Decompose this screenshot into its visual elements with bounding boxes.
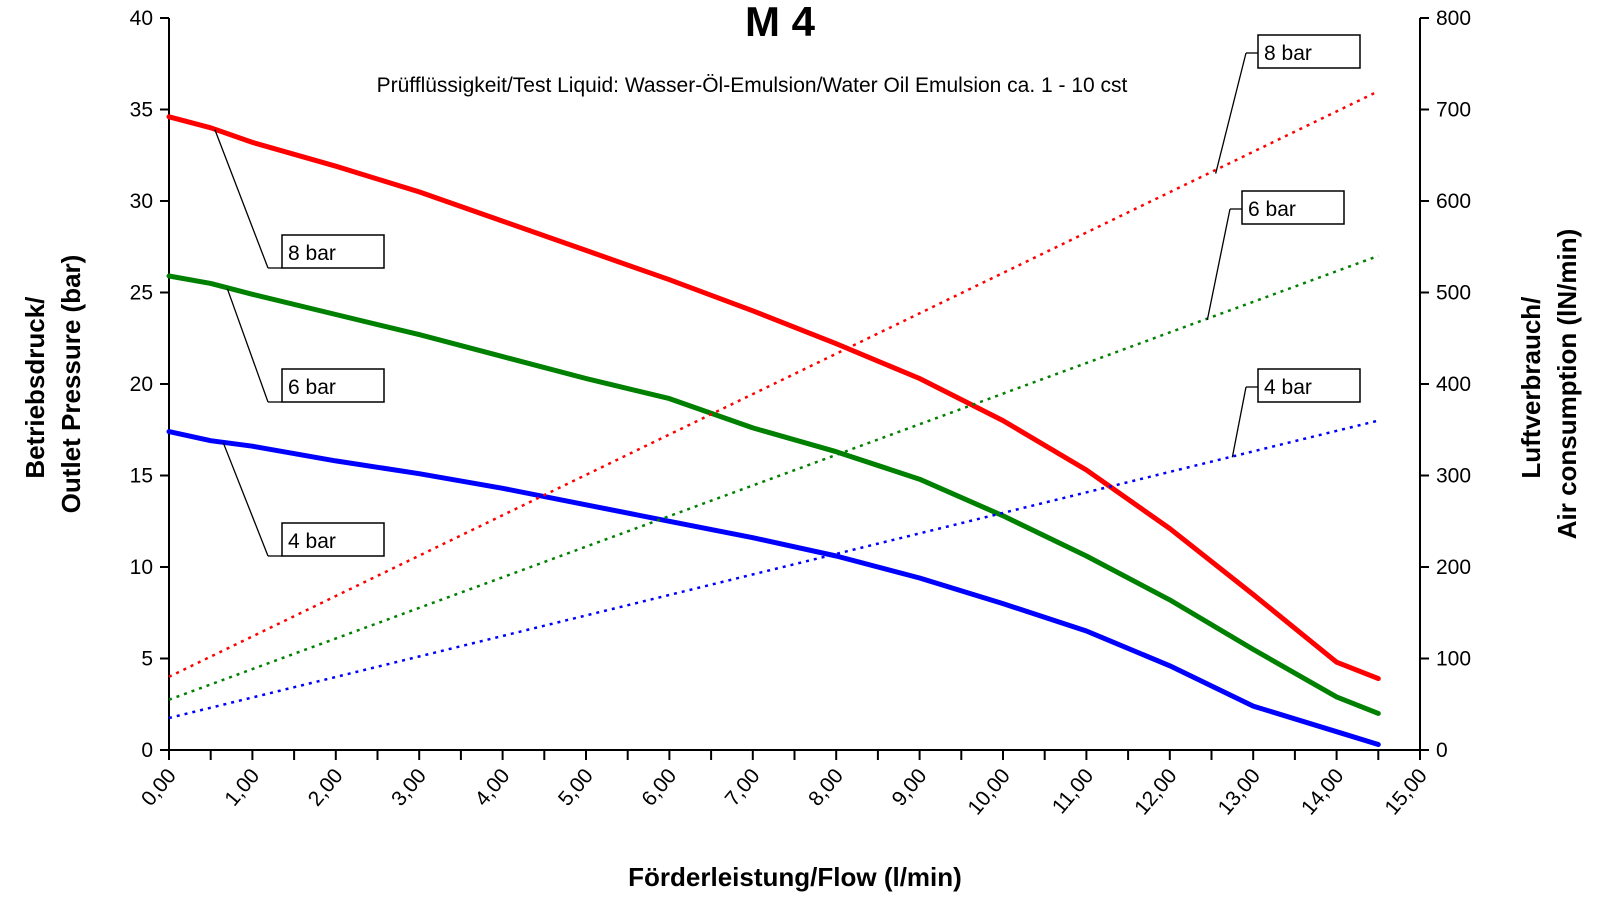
callout-box bbox=[1257, 34, 1361, 69]
callout-leader bbox=[1206, 208, 1231, 321]
air-consumption-line-6-bar bbox=[168, 254, 1379, 701]
y-tick-label-right: 500 bbox=[1436, 282, 1471, 305]
callout-label: 8 bar bbox=[288, 242, 336, 265]
y-tick-label-left: 30 bbox=[130, 190, 153, 213]
callout-box bbox=[281, 522, 385, 557]
y-tick-label-left: 20 bbox=[130, 373, 153, 396]
x-tick-label: 8,00 bbox=[804, 764, 848, 810]
y-tick-label-left: 0 bbox=[141, 739, 153, 762]
y-tick-label-right: 300 bbox=[1436, 465, 1471, 488]
y-tick-label-right: 400 bbox=[1436, 373, 1471, 396]
x-tick-label: 1,00 bbox=[220, 764, 264, 810]
x-tick-label: 3,00 bbox=[387, 764, 431, 810]
y-axis-label-left: Betriebsdruck/ Outlet Pressure (bar) bbox=[20, 255, 86, 514]
x-tick-label: 0,00 bbox=[137, 764, 181, 810]
callout-leader bbox=[226, 288, 269, 403]
outlet-pressure-line-8-bar bbox=[166, 114, 1381, 682]
x-axis-label: Förderleistung/Flow (l/min) bbox=[628, 862, 962, 892]
callout-box bbox=[281, 234, 385, 269]
callout-box bbox=[281, 368, 385, 403]
callout-label: 6 bar bbox=[1248, 198, 1296, 221]
y-tick-label-left: 10 bbox=[130, 556, 153, 579]
axes: 0510152025303540010020030040050060070080… bbox=[130, 7, 1471, 819]
callout-leader bbox=[222, 442, 269, 557]
x-tick-label: 12,00 bbox=[1130, 764, 1181, 819]
chart-title: M 4 bbox=[745, 0, 816, 45]
y-tick-label-right: 200 bbox=[1436, 556, 1471, 579]
callout-label: 6 bar bbox=[288, 376, 336, 399]
callouts-layer: 8 bar 6 bar 4 bar 8 bar 6 bar 4 bar bbox=[214, 34, 1361, 557]
x-tick-label: 5,00 bbox=[554, 764, 598, 810]
x-tick-label: 15,00 bbox=[1380, 764, 1431, 819]
callout-label: 4 bar bbox=[1264, 376, 1312, 399]
y-tick-label-left: 40 bbox=[130, 7, 153, 30]
callout-box bbox=[1257, 368, 1361, 403]
x-tick-label: 13,00 bbox=[1214, 764, 1265, 819]
x-tick-label: 7,00 bbox=[721, 764, 765, 810]
outlet-pressure-line-6-bar bbox=[166, 273, 1381, 716]
x-tick-label: 11,00 bbox=[1048, 764, 1098, 818]
x-tick-label: 14,00 bbox=[1297, 764, 1348, 819]
callout-leader bbox=[1215, 52, 1247, 174]
y-axis-label-right-line1: Luftverbrauch/ bbox=[1516, 297, 1546, 479]
y-tick-label-right: 600 bbox=[1436, 190, 1471, 213]
callout-leader bbox=[214, 129, 269, 269]
chart-subtitle: Prüfflüssigkeit/Test Liquid: Wasser-Öl-E… bbox=[377, 74, 1128, 97]
y-tick-label-left: 15 bbox=[130, 465, 153, 488]
x-tick-label: 2,00 bbox=[304, 764, 348, 810]
y-axis-label-left-line2: Outlet Pressure (bar) bbox=[56, 255, 86, 514]
callout-leader bbox=[1231, 386, 1247, 458]
series-layer bbox=[166, 90, 1381, 747]
callout-label: 4 bar bbox=[288, 530, 336, 553]
y-tick-label-right: 800 bbox=[1436, 7, 1471, 30]
y-tick-label-right: 700 bbox=[1436, 99, 1471, 122]
y-tick-label-left: 35 bbox=[130, 99, 153, 122]
outlet-pressure-line-4-bar bbox=[166, 429, 1381, 747]
y-tick-label-right: 0 bbox=[1436, 739, 1448, 762]
y-tick-label-left: 25 bbox=[130, 282, 153, 305]
x-tick-label: 10,00 bbox=[963, 764, 1014, 819]
y-axis-label-left-line1: Betriebsdruck/ bbox=[20, 297, 50, 479]
x-tick-label: 4,00 bbox=[471, 764, 515, 810]
callout-box bbox=[1241, 190, 1345, 225]
callout-label: 8 bar bbox=[1264, 42, 1312, 65]
y-axis-label-right-line2: Air consumption (lN/min) bbox=[1552, 229, 1582, 540]
x-tick-label: 9,00 bbox=[888, 764, 932, 810]
y-tick-label-right: 100 bbox=[1436, 648, 1471, 671]
y-tick-label-left: 5 bbox=[141, 648, 153, 671]
y-axis-label-right: Luftverbrauch/ Air consumption (lN/min) bbox=[1516, 229, 1582, 540]
x-tick-label: 6,00 bbox=[637, 764, 681, 810]
